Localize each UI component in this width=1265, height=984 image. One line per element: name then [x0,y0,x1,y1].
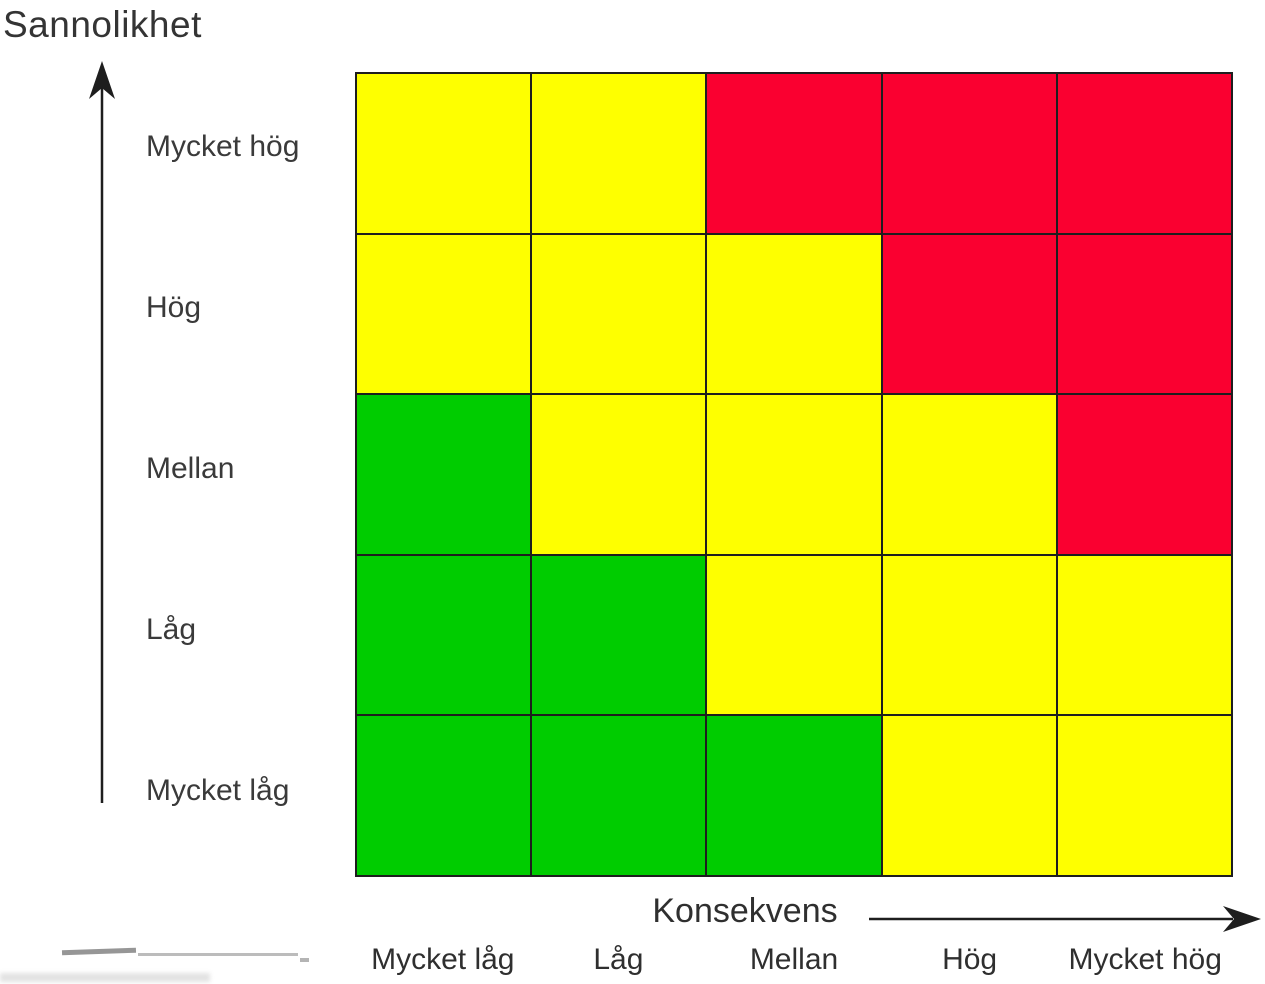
matrix-cell-r1c3-high [706,73,882,234]
cropped-caption-artifact [0,973,210,982]
matrix-cell-r2c2-medium [531,233,707,395]
matrix-cell-r4c4-medium [881,554,1057,716]
matrix-cell-r1c4-high [881,73,1057,234]
matrix-cell-r2c1-medium [356,233,532,395]
y-axis-label-3: Mellan [146,451,235,485]
cropped-caption-artifact [61,947,137,956]
matrix-cell-r2c4-high [881,233,1057,395]
y-axis-arrow-up-icon [89,61,115,803]
x-axis-label-3: Mellan [749,943,839,976]
cropped-caption-artifact [138,953,298,956]
y-axis-label-4: Låg [146,612,197,646]
matrix-cell-r5c4-medium [881,715,1057,876]
matrix-cell-r4c5-medium [1056,554,1232,716]
matrix-cell-r5c1-low [356,715,532,876]
x-axis-label-1: Mycket låg [371,943,515,976]
matrix-cell-r4c3-medium [706,554,882,716]
matrix-cell-r3c2-medium [531,394,707,555]
matrix-cell-r1c5-high [1056,73,1232,234]
matrix-cell-r3c4-medium [881,394,1057,555]
y-axis-label-5: Mycket låg [146,773,290,807]
matrix-cell-r3c3-medium [706,394,882,555]
matrix-cell-r5c2-low [531,715,707,876]
matrix-cell-r1c1-medium [356,73,532,234]
x-axis-title: Konsekvens [652,892,838,930]
y-axis-label-2: Hög [146,290,202,324]
matrix-cell-r1c2-medium [531,73,707,234]
matrix-cell-r5c5-medium [1056,715,1232,876]
matrix-cell-r2c5-high [1056,233,1232,395]
x-axis-label-5: Mycket hög [1068,943,1222,976]
cropped-caption-artifact [300,958,309,962]
x-axis-label-4: Hög [942,943,998,976]
x-axis-arrow-right-icon [869,906,1261,932]
matrix-cell-r2c3-medium [706,233,882,395]
matrix-cell-r3c1-low [356,394,532,555]
y-axis-label-1: Mycket hög [146,129,300,163]
matrix-cell-r4c1-low [356,554,532,716]
matrix-cell-r5c3-low [706,715,882,876]
matrix-cell-r3c5-high [1056,394,1232,555]
y-axis-title: Sannolikhet [3,4,202,45]
x-axis-label-2: Låg [593,943,644,976]
matrix-cell-r4c2-low [531,554,707,716]
risk-matrix-grid [355,72,1233,877]
